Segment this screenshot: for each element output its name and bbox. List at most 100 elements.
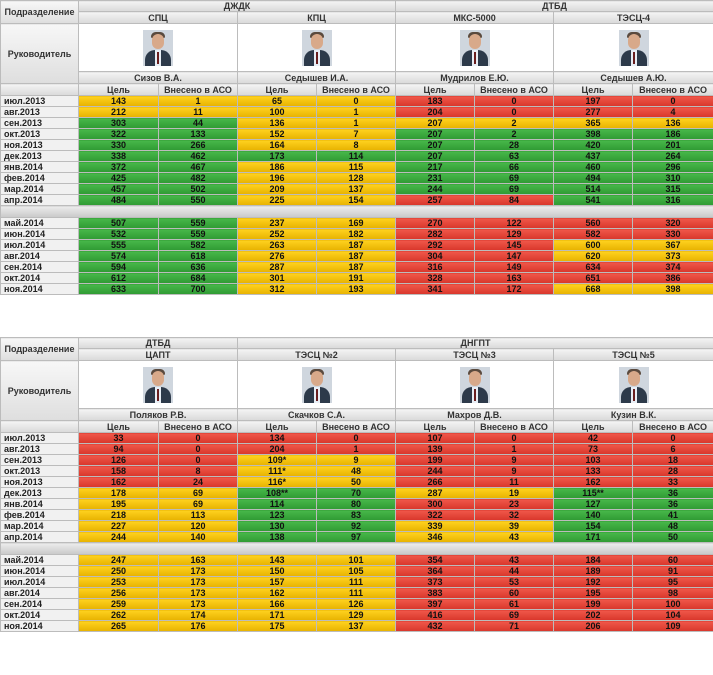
entered-value: 482	[158, 172, 238, 184]
goal-value: 425	[78, 172, 159, 184]
entered-value: 66	[474, 161, 555, 173]
entered-value: 129	[474, 228, 555, 240]
entered-value: 320	[632, 217, 713, 229]
table-row: сен.2014 594 636 287 187 316 149 634 374	[0, 261, 713, 273]
goal-value: 574	[78, 250, 159, 262]
group-header: ДТБД	[395, 0, 713, 12]
entered-header: Внесено в АСО	[316, 420, 397, 433]
goal-value: 162	[78, 476, 159, 488]
photo-part	[468, 33, 481, 49]
goal-value: 250	[78, 565, 159, 577]
table-row: апр.2014 484 550 225 154 257 84 541 316	[0, 194, 713, 206]
table-row: янв.2014 372 467 186 115 217 66 460 296	[0, 161, 713, 173]
goal-header: Цель	[395, 83, 476, 96]
goal-value: 199	[395, 454, 476, 466]
month-label: июн.2014	[0, 228, 79, 240]
entered-value: 182	[315, 228, 397, 240]
table-row: авг.2013 212 11 100 1 204 0 277 4	[0, 106, 713, 118]
group-header: ДНГПТ	[237, 337, 713, 349]
goal-value: 143	[237, 554, 318, 566]
manager-photo	[143, 29, 173, 66]
entered-value: 53	[474, 576, 555, 588]
entered-value: 115	[315, 161, 397, 173]
entered-value: 386	[632, 272, 713, 284]
group-header: ДТБД	[77, 337, 239, 349]
month-label: июн.2014	[0, 565, 79, 577]
table-row: май.2014 507 559 237 169 270 122 560 320	[0, 217, 713, 229]
entered-value: 1	[474, 443, 555, 455]
goal-value: 555	[78, 239, 159, 251]
group-header: ДЖДК	[77, 0, 397, 12]
goal-value: 116*	[237, 476, 318, 488]
goal-value: 218	[78, 509, 159, 521]
entered-value: 0	[474, 432, 555, 444]
goal-value: 217	[395, 161, 476, 173]
goal-value: 303	[78, 117, 159, 129]
goal-value: 123	[237, 509, 318, 521]
goal-header: Цель	[395, 420, 476, 433]
goal-value: 247	[78, 554, 159, 566]
goal-value: 162	[237, 587, 318, 599]
entered-value: 44	[474, 565, 555, 577]
goal-value: 204	[237, 443, 318, 455]
goal-value: 103	[553, 454, 634, 466]
goal-value: 460	[553, 161, 634, 173]
goal-value: 339	[395, 520, 476, 532]
report-table: Подразделение ДТБД ДНГПТ ЦАПТ ТЭСЦ №2 ТЭСЦ №3…	[0, 337, 713, 632]
goal-value: 560	[553, 217, 634, 229]
month-label: фев.2014	[0, 172, 79, 184]
goal-value: 633	[78, 283, 159, 295]
month-label: янв.2014	[0, 498, 79, 510]
table-row: окт.2014 612 684 301 191 328 163 651 386	[0, 272, 713, 284]
entered-value: 582	[158, 239, 238, 251]
table-row: окт.2013 158 8 111* 48 244 9 133 28	[0, 465, 713, 477]
table-row: окт.2014 262 174 171 129 416 69 202 104	[0, 609, 713, 621]
table-row: июн.2014 532 559 252 182 282 129 582 330	[0, 228, 713, 240]
entered-value: 36	[632, 498, 713, 510]
goal-value: 175	[237, 620, 318, 632]
goal-value: 130	[237, 520, 318, 532]
goal-value: 195	[553, 587, 634, 599]
goal-value: 150	[237, 565, 318, 577]
entered-header: Внесено в АСО	[474, 420, 555, 433]
entered-value: 462	[158, 150, 238, 162]
photo-part	[468, 370, 481, 386]
goal-value: 383	[395, 587, 476, 599]
entered-value: 169	[315, 217, 397, 229]
goal-value: 301	[237, 272, 317, 284]
month-label: авг.2014	[0, 250, 79, 262]
table-row: дек.2013 178 69 108** 70 287 19 115** 36	[0, 487, 713, 499]
entered-value: 39	[474, 520, 555, 532]
manager-photo	[301, 366, 332, 403]
division-name: ТЭСЦ №2	[237, 348, 397, 361]
month-label: мар.2014	[0, 520, 79, 532]
goal-value: 373	[395, 576, 476, 588]
entered-value: 97	[316, 531, 397, 543]
goal-value: 304	[395, 250, 476, 262]
entered-value: 69	[474, 183, 555, 195]
photo-cell	[553, 360, 713, 409]
entered-value: 11	[474, 476, 555, 488]
entered-value: 684	[158, 272, 238, 284]
entered-value: 128	[315, 172, 397, 184]
month-label: сен.2013	[0, 454, 79, 466]
goal-value: 372	[78, 161, 159, 173]
entered-value: 0	[157, 432, 239, 444]
manager-name: Седышев И.А.	[236, 71, 397, 84]
table-row: авг.2014 256 173 162 111 383 60 195 98	[0, 587, 713, 599]
month-label: апр.2014	[0, 194, 79, 206]
goal-value: 252	[237, 228, 317, 240]
entered-value: 264	[632, 150, 713, 162]
entered-value: 60	[632, 554, 713, 566]
entered-value: 187	[315, 239, 397, 251]
entered-value: 28	[632, 465, 713, 477]
table-row: июл.2014 555 582 263 187 292 145 600 367	[0, 239, 713, 251]
division-name: КПЦ	[236, 11, 397, 24]
goal-value: 100	[237, 106, 317, 118]
entered-value: 83	[316, 509, 397, 521]
month-label: мар.2014	[0, 183, 79, 195]
table-row: июл.2013 143 1 65 0 183 0 197 0	[0, 95, 713, 107]
month-label: июл.2014	[0, 576, 79, 588]
entered-value: 173	[157, 598, 239, 610]
manager-photo	[143, 366, 173, 403]
